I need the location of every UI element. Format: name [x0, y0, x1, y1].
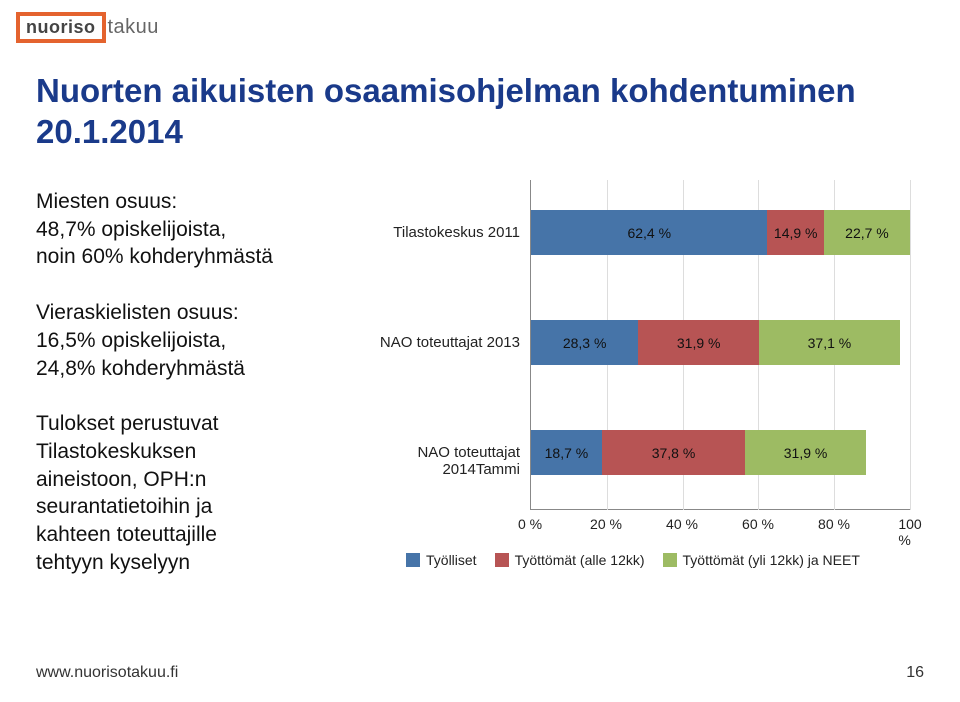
- x-tick-label: 100 %: [898, 516, 921, 548]
- left-paragraph: Tulokset perustuvatTilastokeskuksenainei…: [36, 410, 336, 576]
- legend-item: Työlliset: [406, 552, 477, 568]
- bar-category-label: NAO toteuttajat 2014Tammi: [360, 444, 520, 478]
- bar-segment: 31,9 %: [638, 320, 759, 365]
- chart-plot: 62,4 %14,9 %22,7 %28,3 %31,9 %37,1 %18,7…: [530, 180, 910, 510]
- logo-prefix: nuoriso: [16, 12, 106, 43]
- legend-label: Työttömät (alle 12kk): [515, 552, 645, 568]
- bar-segment: 28,3 %: [531, 320, 638, 365]
- legend-label: Työttömät (yli 12kk) ja NEET: [683, 552, 860, 568]
- x-tick-label: 20 %: [590, 516, 622, 532]
- bar-row: 28,3 %31,9 %37,1 %: [531, 320, 910, 365]
- footer-url: www.nuorisotakuu.fi: [36, 664, 178, 682]
- title-block: Nuorten aikuisten osaamisohjelman kohden…: [36, 70, 924, 153]
- x-tick-label: 60 %: [742, 516, 774, 532]
- logo: nuoriso takuu: [16, 12, 159, 43]
- left-paragraph: Miesten osuus:48,7% opiskelijoista,noin …: [36, 188, 336, 271]
- legend-label: Työlliset: [426, 552, 477, 568]
- bar-segment: 37,1 %: [759, 320, 900, 365]
- bar-segment: 18,7 %: [531, 430, 602, 475]
- chart: 62,4 %14,9 %22,7 %28,3 %31,9 %37,1 %18,7…: [360, 180, 920, 600]
- bar-row: 62,4 %14,9 %22,7 %: [531, 210, 910, 255]
- x-tick-label: 0 %: [518, 516, 542, 532]
- gridline: [910, 180, 911, 510]
- bar-category-label: Tilastokeskus 2011: [360, 224, 520, 241]
- left-column: Miesten osuus:48,7% opiskelijoista,noin …: [36, 188, 336, 605]
- bar-segment: 37,8 %: [602, 430, 745, 475]
- legend-swatch: [663, 553, 677, 567]
- legend-swatch: [406, 553, 420, 567]
- legend-swatch: [495, 553, 509, 567]
- logo-suffix: takuu: [108, 16, 159, 39]
- x-tick-label: 40 %: [666, 516, 698, 532]
- x-tick-label: 80 %: [818, 516, 850, 532]
- bar-segment: 31,9 %: [745, 430, 866, 475]
- legend-item: Työttömät (alle 12kk): [495, 552, 645, 568]
- footer: www.nuorisotakuu.fi 16: [36, 664, 924, 682]
- bar-segment: 62,4 %: [531, 210, 767, 255]
- bar-segment: 14,9 %: [767, 210, 823, 255]
- bar-category-label: NAO toteuttajat 2013: [360, 334, 520, 351]
- x-ticks: 0 %20 %40 %60 %80 %100 %: [530, 510, 910, 540]
- bar-row: 18,7 %37,8 %31,9 %: [531, 430, 910, 475]
- legend: Työlliset Työttömät (alle 12kk) Työttömät …: [406, 552, 910, 568]
- left-paragraph: Vieraskielisten osuus:16,5% opiskelijois…: [36, 299, 336, 382]
- legend-item: Työttömät (yli 12kk) ja NEET: [663, 552, 860, 568]
- page-title: Nuorten aikuisten osaamisohjelman kohden…: [36, 70, 924, 153]
- page-number: 16: [906, 664, 924, 682]
- bar-segment: 22,7 %: [824, 210, 910, 255]
